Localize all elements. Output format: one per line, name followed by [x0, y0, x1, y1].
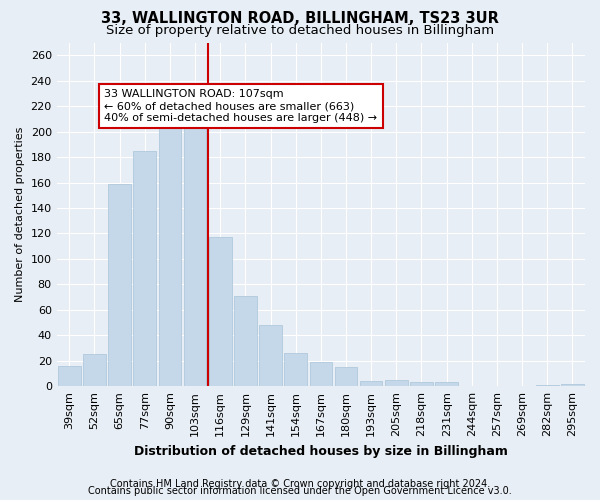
Bar: [310, 362, 332, 386]
Text: Size of property relative to detached houses in Billingham: Size of property relative to detached ho…: [106, 24, 494, 37]
Bar: [133, 150, 156, 386]
Bar: [436, 382, 458, 386]
Text: Contains public sector information licensed under the Open Government Licence v3: Contains public sector information licen…: [88, 486, 512, 496]
Bar: [284, 353, 307, 386]
Bar: [58, 366, 80, 386]
Bar: [209, 238, 232, 386]
Bar: [410, 382, 433, 386]
Bar: [335, 367, 358, 386]
Bar: [234, 296, 257, 386]
Bar: [385, 380, 407, 386]
Y-axis label: Number of detached properties: Number of detached properties: [15, 126, 25, 302]
Bar: [536, 385, 559, 386]
Bar: [561, 384, 584, 386]
Bar: [158, 119, 181, 386]
X-axis label: Distribution of detached houses by size in Billingham: Distribution of detached houses by size …: [134, 444, 508, 458]
Bar: [259, 325, 282, 386]
Bar: [83, 354, 106, 386]
Bar: [108, 184, 131, 386]
Bar: [184, 112, 206, 386]
Text: 33, WALLINGTON ROAD, BILLINGHAM, TS23 3UR: 33, WALLINGTON ROAD, BILLINGHAM, TS23 3U…: [101, 11, 499, 26]
Text: 33 WALLINGTON ROAD: 107sqm
← 60% of detached houses are smaller (663)
40% of sem: 33 WALLINGTON ROAD: 107sqm ← 60% of deta…: [104, 90, 377, 122]
Bar: [360, 381, 382, 386]
Text: Contains HM Land Registry data © Crown copyright and database right 2024.: Contains HM Land Registry data © Crown c…: [110, 479, 490, 489]
